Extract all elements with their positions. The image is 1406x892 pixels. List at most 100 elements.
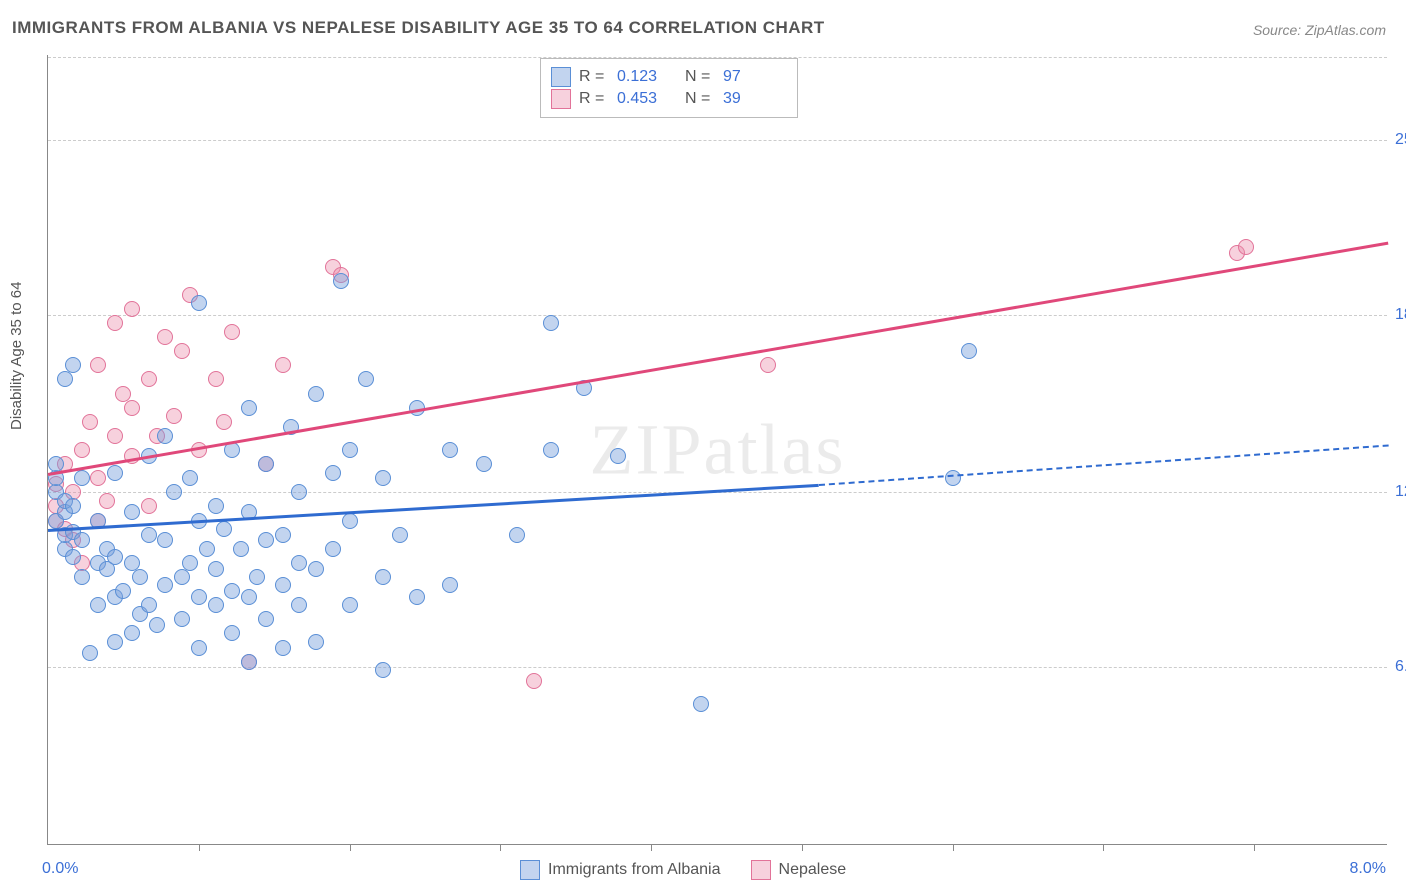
data-point bbox=[342, 513, 358, 529]
data-point bbox=[375, 470, 391, 486]
data-point bbox=[275, 577, 291, 593]
data-point bbox=[224, 625, 240, 641]
legend-label-nepalese: Nepalese bbox=[779, 861, 847, 879]
swatch-nepalese bbox=[551, 89, 571, 109]
data-point bbox=[90, 470, 106, 486]
data-point bbox=[275, 640, 291, 656]
chart-title: IMMIGRANTS FROM ALBANIA VS NEPALESE DISA… bbox=[12, 18, 825, 38]
data-point bbox=[333, 273, 349, 289]
data-point bbox=[509, 527, 525, 543]
data-point bbox=[275, 527, 291, 543]
r-value-albania: 0.123 bbox=[617, 68, 677, 86]
x-max-label: 8.0% bbox=[1350, 860, 1386, 878]
data-point bbox=[258, 532, 274, 548]
data-point bbox=[291, 555, 307, 571]
data-point bbox=[65, 357, 81, 373]
data-point bbox=[107, 465, 123, 481]
data-point bbox=[157, 532, 173, 548]
data-point bbox=[124, 400, 140, 416]
data-point bbox=[342, 597, 358, 613]
data-point bbox=[358, 371, 374, 387]
r-value-nepalese: 0.453 bbox=[617, 90, 677, 108]
data-point bbox=[65, 549, 81, 565]
data-point bbox=[409, 589, 425, 605]
data-point bbox=[961, 343, 977, 359]
y-tick-label: 25.0% bbox=[1395, 131, 1406, 149]
data-point bbox=[82, 645, 98, 661]
data-point bbox=[241, 400, 257, 416]
n-value-albania: 97 bbox=[723, 68, 783, 86]
data-point bbox=[224, 583, 240, 599]
data-point bbox=[442, 577, 458, 593]
data-point bbox=[375, 569, 391, 585]
data-point bbox=[174, 343, 190, 359]
data-point bbox=[107, 634, 123, 650]
data-point bbox=[291, 597, 307, 613]
data-point bbox=[107, 428, 123, 444]
data-point bbox=[342, 442, 358, 458]
x-tick bbox=[350, 844, 351, 851]
legend-series: Immigrants from Albania Nepalese bbox=[520, 860, 846, 880]
data-point bbox=[199, 541, 215, 557]
data-point bbox=[392, 527, 408, 543]
data-point bbox=[476, 456, 492, 472]
trend-line bbox=[818, 444, 1388, 485]
data-point bbox=[124, 625, 140, 641]
swatch-albania bbox=[520, 860, 540, 880]
legend-item-albania: Immigrants from Albania bbox=[520, 860, 721, 880]
data-point bbox=[308, 386, 324, 402]
data-point bbox=[65, 498, 81, 514]
data-point bbox=[166, 408, 182, 424]
x-tick bbox=[1254, 844, 1255, 851]
data-point bbox=[258, 611, 274, 627]
data-point bbox=[526, 673, 542, 689]
data-point bbox=[233, 541, 249, 557]
source-label: Source: ZipAtlas.com bbox=[1253, 22, 1386, 38]
data-point bbox=[208, 561, 224, 577]
gridline-h bbox=[48, 315, 1387, 316]
data-point bbox=[258, 456, 274, 472]
data-point bbox=[249, 569, 265, 585]
data-point bbox=[115, 583, 131, 599]
x-tick bbox=[500, 844, 501, 851]
data-point bbox=[442, 442, 458, 458]
data-point bbox=[99, 493, 115, 509]
data-point bbox=[74, 532, 90, 548]
data-point bbox=[157, 577, 173, 593]
data-point bbox=[141, 371, 157, 387]
data-point bbox=[82, 414, 98, 430]
data-point bbox=[107, 549, 123, 565]
data-point bbox=[166, 484, 182, 500]
data-point bbox=[1238, 239, 1254, 255]
data-point bbox=[275, 357, 291, 373]
data-point bbox=[241, 589, 257, 605]
trend-line bbox=[48, 241, 1388, 475]
data-point bbox=[74, 442, 90, 458]
x-tick bbox=[199, 844, 200, 851]
y-tick-label: 6.3% bbox=[1395, 658, 1406, 676]
r-label: R = bbox=[579, 90, 609, 108]
data-point bbox=[308, 561, 324, 577]
data-point bbox=[241, 654, 257, 670]
data-point bbox=[157, 329, 173, 345]
data-point bbox=[191, 589, 207, 605]
chart-container: IMMIGRANTS FROM ALBANIA VS NEPALESE DISA… bbox=[0, 0, 1406, 892]
data-point bbox=[224, 324, 240, 340]
watermark: ZIPatlas bbox=[590, 408, 846, 491]
data-point bbox=[208, 498, 224, 514]
gridline-h bbox=[48, 140, 1387, 141]
data-point bbox=[157, 428, 173, 444]
data-point bbox=[693, 696, 709, 712]
y-axis-label: Disability Age 35 to 64 bbox=[8, 282, 25, 430]
n-value-nepalese: 39 bbox=[723, 90, 783, 108]
data-point bbox=[182, 470, 198, 486]
data-point bbox=[325, 541, 341, 557]
data-point bbox=[543, 442, 559, 458]
data-point bbox=[90, 597, 106, 613]
y-tick-label: 12.5% bbox=[1395, 483, 1406, 501]
data-point bbox=[191, 295, 207, 311]
plot-area: ZIPatlas 6.3%12.5%18.8%25.0% bbox=[47, 55, 1387, 845]
data-point bbox=[124, 504, 140, 520]
legend-correlation: R = 0.123 N = 97 R = 0.453 N = 39 bbox=[540, 58, 798, 118]
x-tick bbox=[953, 844, 954, 851]
